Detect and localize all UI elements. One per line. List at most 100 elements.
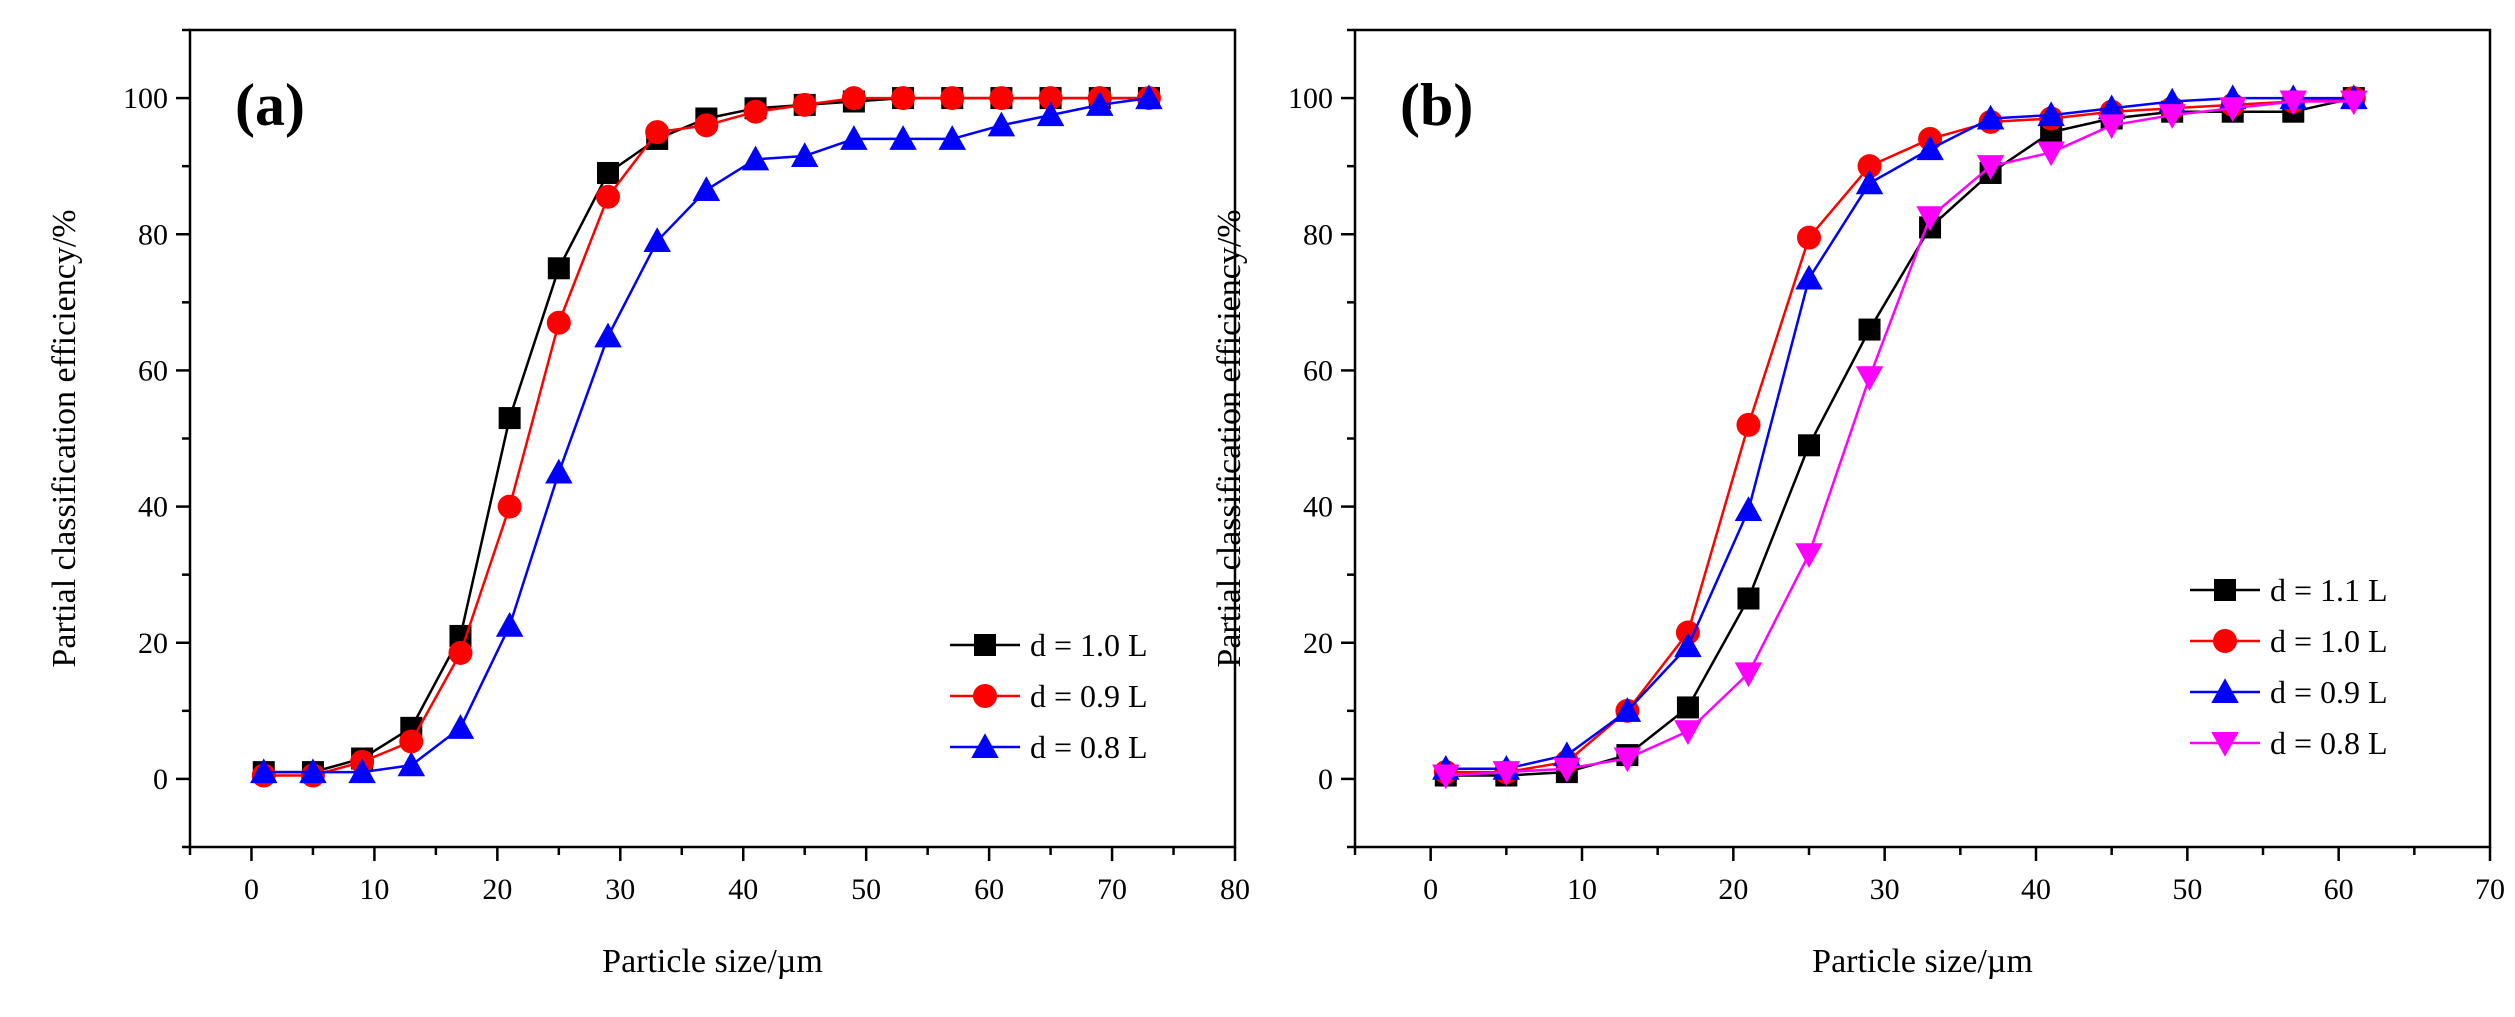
data-point <box>2340 90 2368 116</box>
data-point <box>1036 101 1065 127</box>
data-point <box>841 86 866 111</box>
series-3 <box>1432 84 2368 780</box>
legend-marker <box>974 634 996 656</box>
data-point <box>938 125 966 150</box>
plot-frame <box>188 28 1237 849</box>
data-point <box>1797 225 1821 250</box>
data-point <box>594 322 622 348</box>
y-tick-label: 40 <box>1303 491 1333 524</box>
data-point <box>1976 104 2005 130</box>
series-3 <box>250 84 1163 784</box>
data-point <box>397 751 426 777</box>
y-tick-label: 0 <box>153 763 168 796</box>
legend-marker <box>973 684 997 708</box>
y-tick-label: 60 <box>138 354 168 387</box>
x-tick-label: 10 <box>359 873 389 906</box>
data-point <box>1086 91 1114 116</box>
data-point <box>250 758 278 784</box>
data-point <box>692 176 721 201</box>
legend-label: d = 0.8 L <box>1030 729 1148 765</box>
legend-marker <box>2213 629 2237 653</box>
y-axis-title: Partial classification efficiency/% <box>1211 209 1248 667</box>
data-point <box>1492 761 1521 786</box>
x-tick-label: 40 <box>2021 873 2051 906</box>
x-tick-label: 20 <box>482 873 512 906</box>
data-point <box>446 714 475 739</box>
panel-label: (a) <box>235 72 305 138</box>
data-point <box>792 92 817 117</box>
data-point <box>1734 662 1763 688</box>
legend-marker <box>2211 732 2239 757</box>
x-tick-label: 60 <box>974 873 1004 906</box>
legend-marker <box>2214 579 2236 601</box>
legend: d = 1.1 L d = 1.0 L d = 0.9 L d = 0.8 L <box>2190 572 2388 761</box>
data-point <box>545 458 573 484</box>
data-point <box>2279 90 2308 116</box>
data-point <box>1038 86 1063 111</box>
data-point <box>987 111 1016 137</box>
x-tick-label: 10 <box>1567 873 1597 906</box>
series-line <box>1445 96 2354 770</box>
x-tick-label: 30 <box>1870 873 1900 906</box>
data-point <box>889 125 917 150</box>
data-point <box>741 145 770 171</box>
y-tick-label: 0 <box>1318 763 1333 796</box>
legend-marker <box>2211 678 2239 703</box>
y-tick-label: 100 <box>123 82 168 115</box>
chart-panel-1: 0 10 20 30 40 50 60 70 80 0 20 40 60 80 100 Particle si… <box>46 28 1250 980</box>
legend-label: d = 1.0 L <box>1030 627 1148 663</box>
legend-label: d = 0.9 L <box>2270 674 2388 710</box>
data-point <box>1674 720 1702 746</box>
data-point <box>1135 84 1163 110</box>
data-point <box>1734 496 1763 521</box>
x-axis-title: Particle size/µm <box>602 943 823 980</box>
panel-label: (b) <box>1400 72 1473 138</box>
data-point <box>495 611 524 637</box>
chart-panel-2: 0 10 20 30 40 50 60 70 0 20 40 60 80 100 Particle size… <box>1211 28 2505 980</box>
data-point <box>1795 264 1823 290</box>
series-4 <box>1432 90 2368 790</box>
data-point <box>299 758 327 784</box>
x-tick-label: 0 <box>1423 873 1438 906</box>
x-tick-label: 50 <box>851 873 881 906</box>
data-point <box>1676 696 1699 719</box>
data-point <box>1613 697 1642 722</box>
y-tick-label: 20 <box>138 627 168 660</box>
data-point <box>2097 114 2126 140</box>
data-point <box>1976 155 2005 180</box>
x-tick-label: 0 <box>244 873 259 906</box>
data-point <box>1798 434 1820 457</box>
data-point <box>643 227 671 253</box>
data-point <box>2037 141 2065 167</box>
data-point <box>694 113 719 138</box>
data-point <box>840 125 868 150</box>
data-point <box>1553 757 1581 783</box>
data-point <box>2097 94 2126 120</box>
data-point <box>743 99 768 124</box>
data-point <box>2158 104 2186 129</box>
data-point <box>1613 747 1642 773</box>
y-tick-label: 60 <box>1303 354 1333 387</box>
legend-label: d = 0.9 L <box>1030 678 1148 714</box>
x-tick-label: 40 <box>728 873 758 906</box>
x-tick-label: 70 <box>2475 873 2505 906</box>
legend-label: d = 1.0 L <box>2270 623 2388 659</box>
data-point <box>547 257 570 280</box>
data-point <box>597 161 619 184</box>
legend-label: d = 0.8 L <box>2270 725 2388 761</box>
legend: d = 1.0 L d = 0.9 L d = 0.8 L <box>950 627 1148 765</box>
data-point <box>645 120 670 145</box>
data-point <box>1855 366 1884 391</box>
data-point <box>891 86 916 111</box>
data-point <box>1858 318 1881 341</box>
data-point <box>1737 587 1760 610</box>
data-point <box>1674 632 1702 658</box>
data-point <box>448 640 473 665</box>
data-point <box>497 494 522 519</box>
data-point <box>348 758 376 784</box>
series-2 <box>1433 86 2366 785</box>
series-line <box>1445 96 2354 774</box>
x-axis-title: Particle size/µm <box>1812 943 2033 980</box>
data-point <box>399 729 424 754</box>
